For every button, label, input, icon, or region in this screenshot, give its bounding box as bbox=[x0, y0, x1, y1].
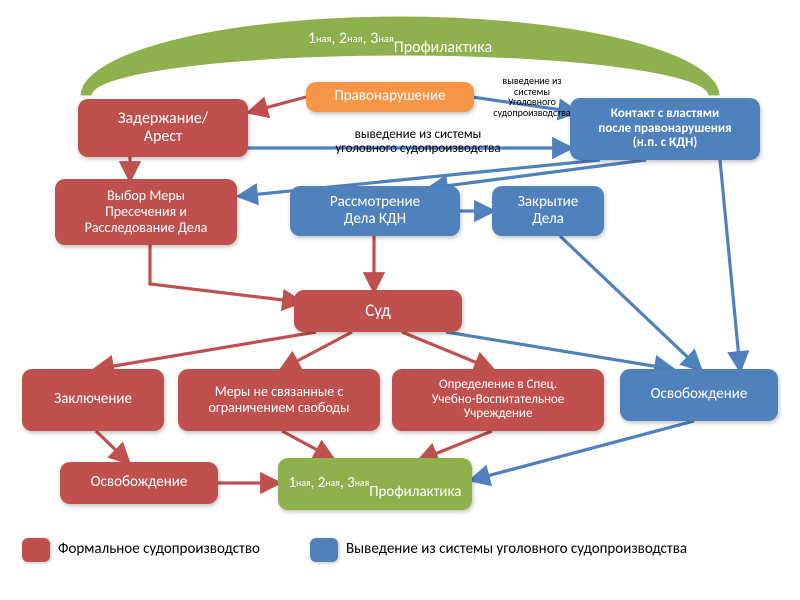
legend-text-blue: Выведение из системы уголовного судопрои… bbox=[346, 540, 687, 558]
node-measures: Выбор МерыПресечения иРасследование Дела bbox=[55, 179, 237, 245]
node-special: Определение в Спец.Учебно-Воспитательное… bbox=[392, 369, 604, 431]
node-noncustodial: Меры не связанные сограничением свободы bbox=[178, 369, 380, 431]
edge-contact-B-review-T bbox=[430, 160, 646, 188]
node-prevention2: 1ная, 2ная, 3наяПрофилактика bbox=[278, 458, 472, 510]
node-contact: Контакт с властямипосле правонарушения(н… bbox=[570, 98, 760, 160]
node-offense: Правонарушение bbox=[306, 82, 474, 112]
edge-detention-B-release-r-T bbox=[96, 431, 128, 462]
edge-court-BR2-release-b-T bbox=[446, 332, 672, 369]
edge-contact-BR-release-b-TR bbox=[720, 160, 740, 369]
legend-text-red: Формальное судопроизводство bbox=[58, 540, 260, 558]
legend-swatch-red bbox=[22, 538, 50, 562]
edge-offense-L-arrest-TR bbox=[250, 97, 306, 112]
edge-special-B-prev2-TR bbox=[420, 431, 492, 460]
edge-close-B-release-b-T2 bbox=[560, 236, 700, 369]
node-release-r: Освобождение bbox=[60, 462, 218, 504]
node-review: РассмотрениеДела КДН bbox=[290, 186, 460, 236]
node-release-b: Освобождение bbox=[620, 369, 778, 421]
edge-measures-B-court-TL bbox=[150, 245, 300, 302]
edge-court-BR1-special-T bbox=[402, 332, 492, 369]
edge-noncust-B-prev2-TL bbox=[282, 431, 332, 458]
node-close: ЗакрытиеДела bbox=[492, 186, 604, 236]
lbl-divert-small: выведение изсистемыУголовногосудопроизво… bbox=[480, 76, 584, 118]
legend-swatch-blue bbox=[310, 538, 338, 562]
edge-court-BL1-detention-T bbox=[96, 332, 316, 369]
node-court: Суд bbox=[294, 290, 462, 332]
arc-prevention-label: 1ная, 2ная, 3наяПрофилактика bbox=[280, 16, 520, 62]
lbl-divert-main: выведение из системыуголовного судопроиз… bbox=[278, 128, 558, 155]
node-detention: Заключение bbox=[22, 369, 164, 431]
edge-court-BL2-noncust-T bbox=[282, 332, 352, 369]
node-arrest: Задержание/Арест bbox=[78, 99, 248, 157]
